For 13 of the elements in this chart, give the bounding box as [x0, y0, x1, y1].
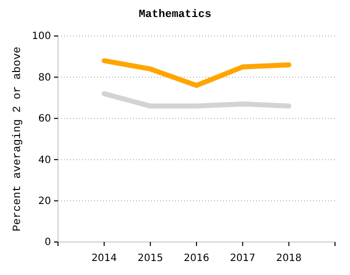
y-tick-label: 20 [38, 196, 51, 207]
y-tick-label: 40 [38, 154, 51, 166]
x-tick-label: 2017 [230, 253, 256, 264]
x-tick-label: 2016 [184, 253, 210, 264]
x-tick-label: 2015 [138, 253, 164, 264]
y-tick-label: 0 [44, 237, 51, 248]
y-axis-title: Percent averaging 2 or above [12, 46, 24, 232]
y-tick-label: 80 [38, 72, 51, 84]
x-tick-label: 2018 [276, 253, 302, 264]
chart-title: Mathematics [138, 9, 212, 21]
x-tick-label: 2014 [91, 253, 117, 264]
y-tick-label: 60 [38, 114, 51, 125]
y-tick-label: 100 [32, 31, 51, 42]
